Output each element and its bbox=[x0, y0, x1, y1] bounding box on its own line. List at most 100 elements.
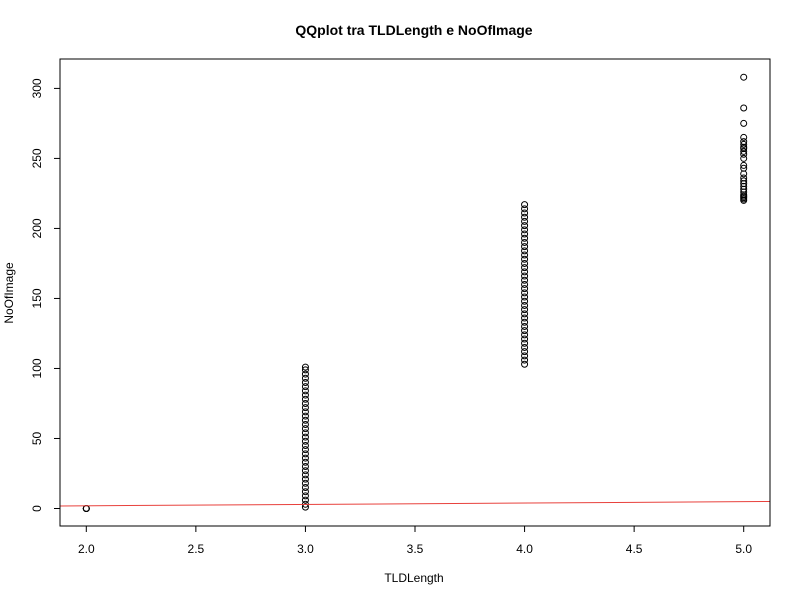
data-point bbox=[301, 412, 309, 420]
data-point bbox=[301, 363, 309, 371]
data-point bbox=[521, 205, 529, 213]
data-point bbox=[521, 264, 529, 272]
data-point bbox=[521, 280, 529, 288]
data-point bbox=[740, 177, 748, 185]
x-axis-label: TLDLength bbox=[384, 571, 443, 585]
data-point bbox=[521, 314, 529, 322]
data-point bbox=[521, 301, 529, 309]
data-point bbox=[301, 467, 309, 475]
data-point bbox=[740, 174, 748, 182]
points-layer bbox=[82, 73, 748, 512]
data-point bbox=[301, 366, 309, 374]
data-point bbox=[301, 462, 309, 470]
data-point bbox=[740, 154, 748, 162]
data-point bbox=[301, 429, 309, 437]
data-point bbox=[301, 458, 309, 466]
data-point bbox=[301, 492, 309, 500]
data-point bbox=[301, 404, 309, 412]
data-point bbox=[521, 293, 529, 301]
chart-title: QQplot tra TLDLength e NoOfImage bbox=[295, 22, 532, 38]
data-point bbox=[301, 433, 309, 441]
data-point bbox=[82, 504, 90, 512]
data-point bbox=[301, 488, 309, 496]
data-point bbox=[521, 322, 529, 330]
data-point bbox=[521, 234, 529, 242]
plot-frame bbox=[59, 58, 771, 527]
data-point bbox=[301, 496, 309, 504]
y-tick-label: 100 bbox=[30, 358, 44, 378]
data-point bbox=[301, 374, 309, 382]
data-point bbox=[301, 420, 309, 428]
data-point bbox=[301, 475, 309, 483]
x-tick-label: 2.5 bbox=[188, 542, 205, 556]
data-point bbox=[521, 331, 529, 339]
x-tick-label: 5.0 bbox=[735, 542, 752, 556]
data-point bbox=[740, 140, 748, 148]
y-tick-label: 250 bbox=[30, 148, 44, 168]
data-point bbox=[301, 408, 309, 416]
data-point bbox=[521, 209, 529, 217]
x-axis: 2.0 2.5 3.0 3.5 4.0 4.5 5.0 bbox=[78, 526, 752, 556]
data-point bbox=[740, 161, 748, 169]
data-point bbox=[521, 356, 529, 364]
data-point bbox=[521, 289, 529, 297]
data-point bbox=[521, 243, 529, 251]
y-tick-label: 50 bbox=[30, 431, 44, 445]
data-point bbox=[521, 297, 529, 305]
data-point bbox=[521, 255, 529, 263]
data-point bbox=[521, 310, 529, 318]
reference-line bbox=[59, 500, 771, 507]
data-point bbox=[521, 360, 529, 368]
data-point bbox=[740, 119, 748, 127]
data-point bbox=[301, 387, 309, 395]
data-point bbox=[301, 391, 309, 399]
data-point bbox=[301, 399, 309, 407]
data-point bbox=[521, 217, 529, 225]
data-point bbox=[521, 343, 529, 351]
data-point bbox=[301, 437, 309, 445]
data-point bbox=[521, 276, 529, 284]
data-point bbox=[740, 170, 748, 178]
data-point bbox=[301, 450, 309, 458]
y-tick-label: 300 bbox=[30, 78, 44, 98]
data-point bbox=[521, 222, 529, 230]
y-tick-label: 150 bbox=[30, 288, 44, 308]
y-tick-label: 0 bbox=[30, 505, 44, 512]
data-point bbox=[301, 454, 309, 462]
data-point bbox=[521, 272, 529, 280]
data-point bbox=[521, 247, 529, 255]
data-point bbox=[301, 471, 309, 479]
data-point bbox=[521, 335, 529, 343]
data-point bbox=[740, 133, 748, 141]
data-point bbox=[740, 104, 748, 112]
y-axis-label: NoOfImage bbox=[2, 262, 16, 324]
x-tick-label: 3.0 bbox=[297, 542, 314, 556]
data-point bbox=[521, 226, 529, 234]
data-point bbox=[301, 425, 309, 433]
x-tick-label: 4.0 bbox=[516, 542, 533, 556]
data-point bbox=[301, 395, 309, 403]
data-point bbox=[521, 339, 529, 347]
data-point bbox=[521, 327, 529, 335]
data-point bbox=[521, 352, 529, 360]
data-point bbox=[521, 201, 529, 209]
data-point bbox=[521, 213, 529, 221]
data-point bbox=[521, 285, 529, 293]
data-point bbox=[521, 238, 529, 246]
data-point bbox=[301, 441, 309, 449]
data-point bbox=[521, 251, 529, 259]
data-point bbox=[301, 383, 309, 391]
data-point bbox=[301, 446, 309, 454]
data-point bbox=[521, 306, 529, 314]
data-point bbox=[521, 230, 529, 238]
reference-line-layer bbox=[59, 500, 771, 507]
data-point bbox=[521, 259, 529, 267]
y-axis: 0 50 100 150 200 250 300 bbox=[30, 78, 60, 512]
data-point bbox=[521, 318, 529, 326]
data-point bbox=[301, 479, 309, 487]
data-point bbox=[740, 147, 748, 155]
data-point bbox=[521, 268, 529, 276]
data-point bbox=[740, 138, 748, 146]
x-tick-label: 3.5 bbox=[407, 542, 424, 556]
